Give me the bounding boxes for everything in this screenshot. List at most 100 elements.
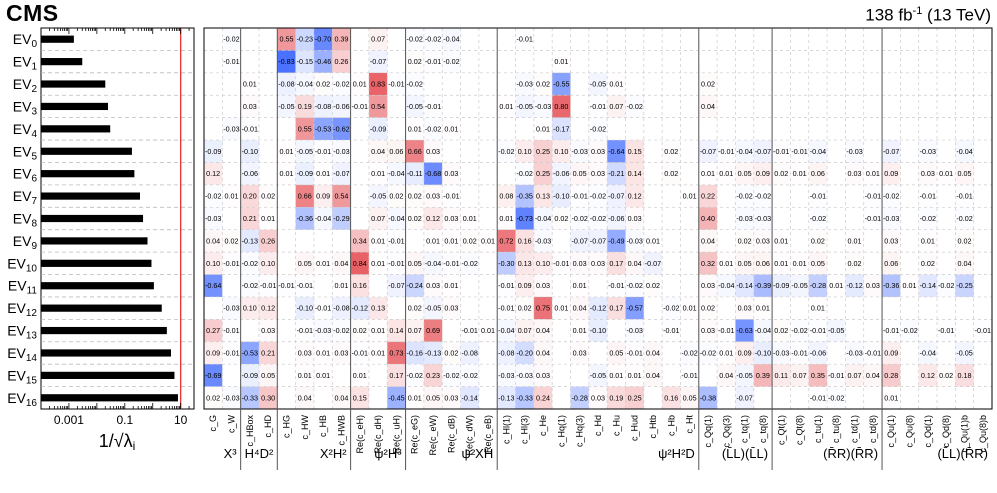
heatmap-value: -0.04 — [736, 147, 752, 156]
heatmap-value: 0.02 — [518, 304, 532, 313]
bar-label-index: 5 — [31, 151, 37, 162]
heatmap-cell — [442, 184, 461, 208]
heatmap-cell — [423, 184, 443, 208]
heatmap-value: 0.01 — [701, 169, 715, 178]
column-label: c_HG — [281, 415, 291, 438]
heatmap-value: -0.01 — [920, 192, 936, 201]
heatmap-value: 0.01 — [316, 169, 330, 178]
heatmap-cell — [808, 162, 828, 185]
heatmap-cell — [808, 184, 828, 208]
heatmap-cell — [295, 319, 314, 342]
heatmap-value: -0.01 — [462, 326, 478, 335]
group-label: (L̄L)(L̄L) — [722, 446, 768, 461]
heatmap-cell — [423, 140, 443, 163]
heatmap-value: 0.01 — [316, 371, 330, 380]
heatmap-value: -0.03 — [315, 326, 331, 335]
group-label: X³ — [224, 446, 238, 461]
heatmap-value: -0.69 — [205, 371, 221, 380]
column-label: c_Hq(3) — [575, 415, 585, 447]
heatmap-cell — [258, 229, 278, 253]
heatmap-cell — [313, 319, 333, 342]
heatmap-value: 0.03 — [536, 281, 550, 290]
heatmap-value: 0.01 — [463, 214, 477, 223]
heatmap-cell — [918, 207, 938, 230]
heatmap-cell — [753, 319, 773, 342]
heatmap-value: -0.10 — [297, 304, 313, 313]
heatmap-cell — [698, 341, 718, 365]
heatmap-value: -0.02 — [425, 35, 441, 44]
heatmap-cell — [515, 364, 534, 387]
heatmap-cell — [442, 252, 461, 275]
heatmap-value: 0.24 — [536, 393, 550, 402]
heatmap-cell — [515, 162, 534, 185]
heatmap-cell — [240, 95, 259, 118]
heatmap-value: -0.01 — [865, 192, 881, 201]
heatmap-cell — [368, 50, 388, 73]
heatmap-value: 0.54 — [334, 192, 348, 201]
column-label: Re(c_dW) — [465, 415, 475, 456]
heatmap-cell — [204, 274, 223, 297]
heatmap-value: -0.02 — [920, 214, 936, 223]
heatmap-cell — [497, 184, 516, 208]
heatmap-value: 0.26 — [334, 57, 348, 66]
bar-label-index: 11 — [27, 286, 38, 297]
heatmap-value: 0.03 — [444, 393, 458, 402]
heatmap-cell — [882, 229, 901, 253]
heatmap-value: 0.07 — [408, 326, 422, 335]
heatmap-cell — [442, 28, 461, 51]
heatmap-value: -0.83 — [278, 57, 294, 66]
heatmap-cell — [588, 95, 608, 118]
heatmap-cell — [882, 162, 901, 185]
group-label: (L̄L)(R̄R) — [937, 446, 988, 461]
heatmap-cell — [405, 50, 424, 73]
heatmap-value: 0.07 — [518, 326, 532, 335]
heatmap-value: -0.01 — [388, 80, 404, 89]
heatmap-cell — [350, 296, 369, 320]
heatmap-value: 0.04 — [334, 259, 348, 268]
heatmap-value: 0.04 — [646, 371, 660, 380]
heatmap-cell — [423, 117, 443, 141]
heatmap-cell — [515, 341, 534, 365]
heatmap-cell — [552, 184, 571, 208]
heatmap-cell — [955, 252, 974, 275]
heatmap-cell — [405, 72, 424, 96]
bar-label-ev6: EV6 — [13, 166, 38, 185]
heatmap-cell — [790, 274, 809, 297]
heatmap-value: -0.06 — [553, 169, 569, 178]
heatmap-value: 0.01 — [444, 124, 458, 133]
column-label: c_Qu(8)b — [978, 415, 988, 453]
heatmap-value: 0.15 — [628, 147, 642, 156]
heatmap-value: 0.04 — [536, 348, 550, 357]
heatmap-cell — [240, 364, 259, 387]
heatmap-cell — [460, 341, 479, 365]
heatmap-value: -0.03 — [755, 214, 771, 223]
heatmap-value: -0.70 — [315, 35, 331, 44]
heatmap-cell — [515, 184, 534, 208]
heatmap-value: -0.36 — [883, 281, 899, 290]
heatmap-value: -0.05 — [278, 102, 294, 111]
heatmap-value: -0.05 — [517, 102, 533, 111]
heatmap-value: 0.35 — [811, 371, 825, 380]
heatmap-value: 0.12 — [426, 214, 440, 223]
heatmap-cell — [295, 341, 314, 365]
heatmap-value: -0.45 — [388, 393, 404, 402]
heatmap-value: -0.73 — [517, 214, 533, 223]
column-label: c_W — [226, 414, 236, 433]
heatmap-value: 0.02 — [774, 326, 788, 335]
heatmap-cell — [204, 140, 223, 163]
heatmap-cell — [497, 364, 516, 387]
bar-label-ev16: EV16 — [7, 390, 37, 409]
heatmap-cell — [240, 252, 259, 275]
heatmap-cell — [295, 117, 314, 141]
heatmap-cell — [350, 72, 369, 96]
heatmap-cell — [533, 252, 553, 275]
heatmap-value: 0.06 — [884, 259, 898, 268]
heatmap-cell — [753, 207, 773, 230]
heatmap-frame — [203, 27, 993, 410]
heatmap-cell — [258, 184, 278, 208]
heatmap-value: 0.02 — [939, 371, 953, 380]
heatmap-value: 0.28 — [884, 371, 898, 380]
heatmap-cell — [625, 386, 644, 409]
heatmap-value: -0.02 — [462, 371, 478, 380]
heatmap-cell — [845, 274, 864, 297]
